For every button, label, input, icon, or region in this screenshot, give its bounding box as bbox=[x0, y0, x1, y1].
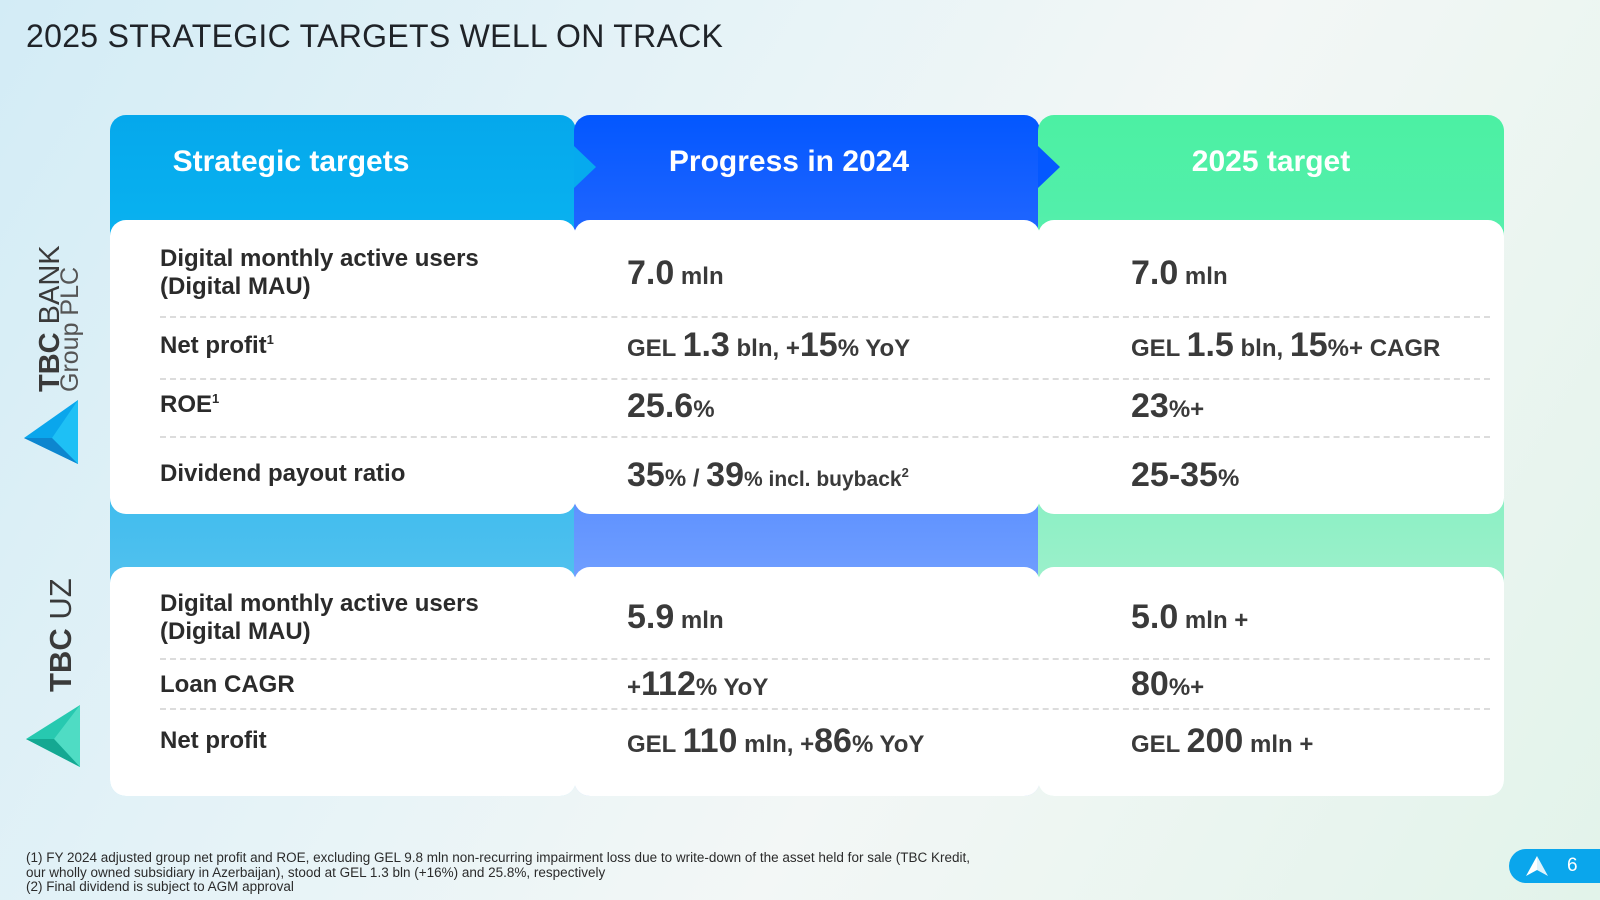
row-label-dividend-payout: Dividend payout ratio bbox=[160, 460, 406, 487]
progress-digital-mau: 7.0 mln bbox=[627, 254, 724, 292]
uz-progress-loan-cagr: +112% YoY bbox=[627, 665, 769, 703]
column-header-target: 2025 target bbox=[1191, 145, 1351, 178]
target-digital-mau: 7.0 mln bbox=[1131, 254, 1228, 292]
tbc-uz-panel-labels bbox=[110, 567, 576, 796]
uz-row-label-net-profit: Net profit bbox=[160, 727, 267, 754]
uz-target-loan-cagr: 80%+ bbox=[1131, 665, 1205, 703]
tbc-bank-panel-progress bbox=[574, 220, 1040, 514]
row-divider bbox=[160, 316, 1490, 318]
tbc-uz-panel-progress bbox=[574, 567, 1040, 796]
row-divider bbox=[160, 658, 1490, 660]
row-divider bbox=[160, 378, 1490, 380]
row-label-digital-mau: Digital monthly active users (Digital MA… bbox=[160, 245, 479, 300]
row-label-net-profit: Net profit1 bbox=[160, 332, 274, 359]
row-divider bbox=[160, 436, 1490, 438]
tbc-bank-logo-icon bbox=[24, 400, 78, 464]
page-number: 6 bbox=[1567, 855, 1578, 876]
footnote-1: (1) FY 2024 adjusted group net profit an… bbox=[26, 850, 970, 880]
uz-progress-net-profit: GEL 110 mln, +86% YoY bbox=[627, 722, 925, 760]
page-number-badge: 6 bbox=[1509, 849, 1600, 883]
footnote-2: (2) Final dividend is subject to AGM app… bbox=[26, 879, 294, 894]
tbc-bank-panel-target bbox=[1038, 220, 1504, 514]
tbc-uz-brand: TBC UZ bbox=[43, 578, 78, 692]
progress-net-profit: GEL 1.3 bln, +15% YoY bbox=[627, 326, 911, 364]
uz-progress-digital-mau: 5.9 mln bbox=[627, 598, 724, 636]
page-title: 2025 STRATEGIC TARGETS WELL ON TRACK bbox=[26, 18, 724, 54]
target-roe: 23%+ bbox=[1131, 387, 1205, 425]
uz-row-label-digital-mau: Digital monthly active users (Digital MA… bbox=[160, 590, 479, 645]
target-net-profit: GEL 1.5 bln, 15%+ CAGR bbox=[1131, 326, 1441, 364]
uz-row-label-loan-cagr: Loan CAGR bbox=[160, 671, 295, 698]
tbc-uz-logo-icon bbox=[26, 705, 80, 767]
footnotes: (1) FY 2024 adjusted group net profit an… bbox=[26, 850, 986, 895]
tbc-bank-brand-sub: Group PLC bbox=[56, 266, 84, 392]
column-header-progress: Progress in 2024 bbox=[668, 145, 910, 178]
chevron-right-icon bbox=[1038, 146, 1060, 188]
uz-target-digital-mau: 5.0 mln + bbox=[1131, 598, 1249, 636]
progress-dividend-payout: 35% / 39% incl. buyback2 bbox=[627, 456, 909, 494]
chevron-right-icon bbox=[574, 146, 596, 188]
row-divider bbox=[160, 708, 1490, 710]
tbc-bank-panel-labels bbox=[110, 220, 576, 514]
column-header-strategic: Strategic targets bbox=[172, 145, 410, 178]
tbc-uz-panel-target bbox=[1038, 567, 1504, 796]
row-label-roe: ROE1 bbox=[160, 391, 220, 418]
target-dividend-payout: 25-35% bbox=[1131, 456, 1240, 494]
uz-target-net-profit: GEL 200 mln + bbox=[1131, 722, 1314, 760]
progress-roe: 25.6% bbox=[627, 387, 715, 425]
tbc-logo-icon bbox=[1526, 856, 1548, 876]
